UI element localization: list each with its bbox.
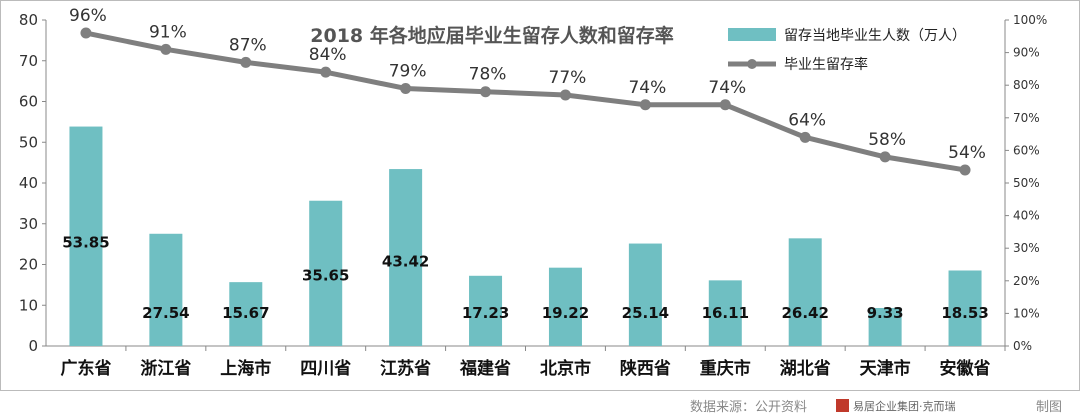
y-left-tick-label: 80: [19, 11, 38, 29]
y-right-tick-label: 70%: [1013, 111, 1040, 125]
rate-point: [799, 131, 811, 143]
rate-point: [879, 151, 891, 163]
x-tick-label: 北京市: [540, 358, 591, 379]
rate-value-label: 54%: [948, 143, 986, 163]
legend: 留存当地毕业生人数（万人） 毕业生留存率: [728, 28, 966, 73]
rate-point: [320, 66, 332, 78]
axes: 0 10 20 30 40 50 60 70 80 0% 10% 20% 30% 40% 50% 60% 70%…: [19, 11, 1047, 379]
y-right-tick-label: 0%: [1013, 339, 1032, 353]
bars: [69, 126, 982, 346]
y-left-tick-label: 20: [19, 256, 38, 274]
bar-value-label: 25.14: [622, 304, 669, 322]
rate-value-label: 79%: [389, 61, 427, 81]
x-tick-label: 重庆市: [700, 358, 751, 379]
x-tick-label: 四川省: [300, 358, 351, 379]
bar: [69, 126, 103, 346]
x-tick-label: 江苏省: [380, 358, 431, 379]
y-left-tick-label: 60: [19, 93, 38, 111]
bar: [708, 280, 742, 346]
bar-value-label: 9.33: [867, 304, 904, 322]
y-left-tick-label: 0: [28, 337, 38, 355]
bar-value-label: 35.65: [302, 267, 349, 285]
brand-logo-icon: [836, 399, 849, 412]
rate-point: [160, 43, 172, 55]
bar: [229, 282, 263, 346]
y-left-tick-label: 70: [19, 52, 38, 70]
x-tick-label: 福建省: [459, 358, 511, 379]
bar-value-label: 18.53: [941, 304, 988, 322]
x-tick-label: 广东省: [60, 358, 111, 379]
rate-value-label: 91%: [149, 22, 187, 42]
bar: [309, 200, 343, 346]
bar-value-label: 15.67: [222, 304, 269, 322]
legend-bar-swatch: [728, 28, 776, 41]
chart-title: 2018 年各地应届毕业生留存人数和留存率: [310, 24, 674, 47]
y-right-tick-label: 30%: [1013, 241, 1040, 255]
y-right-tick-label: 40%: [1013, 209, 1040, 223]
rate-value-label: 74%: [708, 78, 746, 98]
bar: [628, 243, 662, 346]
rate-point: [719, 99, 731, 111]
rate-line: [80, 27, 971, 176]
rate-point: [639, 99, 651, 111]
bar: [469, 275, 503, 346]
rate-point: [80, 27, 92, 39]
rate-value-label: 74%: [628, 78, 666, 98]
bar: [149, 233, 183, 346]
rate-value-label: 58%: [868, 130, 906, 150]
bar: [948, 270, 982, 346]
rate-point: [240, 56, 252, 68]
bar-value-label: 16.11: [702, 304, 749, 322]
bar: [389, 169, 423, 346]
x-tick-label: 天津市: [860, 358, 911, 379]
y-left-tick-label: 40: [19, 174, 38, 192]
rate-value-label: 64%: [788, 110, 826, 130]
data-labels: 53.85 27.54 15.67 35.65 43.42 17.23 19.22 25.14…: [62, 6, 989, 322]
source-line: 数据来源：公开资料 易居企业集团·克而瑞 制图: [690, 399, 1062, 415]
source-suffix: 制图: [1036, 400, 1062, 415]
source-text: 数据来源：公开资料: [690, 400, 807, 415]
x-tick-label: 浙江省: [140, 358, 191, 379]
rate-line-path: [85, 30, 966, 173]
legend-line-marker: [747, 59, 757, 69]
y-right-tick-label: 50%: [1013, 176, 1040, 190]
y-right-tick-label: 10%: [1013, 306, 1040, 320]
bar-value-label: 27.54: [142, 304, 189, 322]
rate-value-label: 87%: [229, 35, 267, 55]
bar: [788, 238, 822, 346]
x-tick-label: 陕西省: [620, 358, 671, 379]
y-left-tick-label: 50: [19, 133, 38, 151]
x-tick-label: 湖北省: [780, 358, 831, 379]
rate-point: [400, 82, 412, 94]
legend-bar-label: 留存当地毕业生人数（万人）: [784, 28, 966, 44]
y-left-tick-label: 30: [19, 215, 38, 233]
rate-value-label: 77%: [549, 68, 587, 88]
rate-value-label: 84%: [309, 45, 347, 65]
rate-point: [480, 86, 492, 98]
legend-line-label: 毕业生留存率: [784, 56, 868, 73]
brand-logo-text: 易居企业集团·克而瑞: [853, 399, 956, 413]
bar-value-label: 53.85: [62, 233, 109, 251]
y-right-tick-label: 20%: [1013, 274, 1040, 288]
y-left-tick-label: 10: [19, 296, 38, 314]
rate-point: [559, 89, 571, 101]
bar: [868, 307, 902, 346]
y-right-tick-label: 60%: [1013, 143, 1040, 157]
rate-value-label: 96%: [69, 6, 107, 26]
y-right-tick-label: 100%: [1013, 13, 1047, 27]
bar-value-label: 26.42: [781, 304, 828, 322]
bar: [548, 267, 582, 346]
rate-point: [959, 164, 971, 176]
bar-value-label: 19.22: [542, 304, 589, 322]
y-right-tick-label: 90%: [1013, 46, 1040, 60]
bar-value-label: 17.23: [462, 304, 509, 322]
y-right-tick-label: 80%: [1013, 78, 1040, 92]
rate-value-label: 78%: [469, 65, 507, 85]
x-tick-label: 安徽省: [940, 358, 991, 379]
x-tick-label: 上海市: [220, 358, 271, 379]
bar-value-label: 43.42: [382, 252, 429, 270]
